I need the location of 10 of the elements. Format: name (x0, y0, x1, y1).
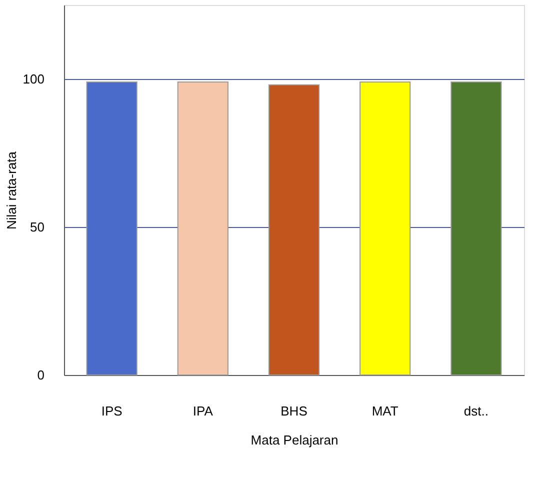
x-tick-label: IPA (192, 404, 214, 418)
y-axis-title: Nilai rata-rata (4, 150, 19, 230)
y-tick-label: 50 (30, 220, 44, 234)
x-tick-label: BHS (280, 404, 308, 418)
y-tick-label: 100 (22, 72, 44, 86)
x-tick-label: MAT (372, 404, 398, 418)
y-tick-label: 0 (37, 368, 44, 382)
x-axis-title: Mata Pelajaran (250, 432, 338, 448)
x-tick-label: IPS (101, 404, 123, 418)
x-tick-label: dst.. (464, 404, 488, 418)
